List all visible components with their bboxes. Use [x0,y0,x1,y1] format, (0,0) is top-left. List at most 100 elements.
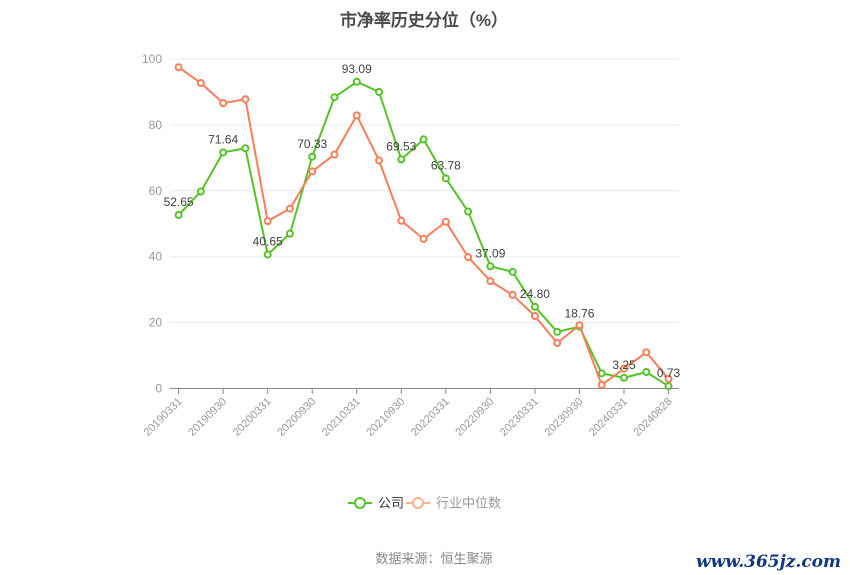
legend-label-industry: 行业中位数 [436,496,501,511]
industry-point [375,156,384,165]
company-point [419,135,428,144]
data-label: 3.25 [612,358,636,372]
company-point [174,211,183,220]
svg-text:20240331: 20240331 [587,396,630,439]
svg-text:20210331: 20210331 [320,396,363,439]
chart-title: 市净率历史分位（%） [340,10,508,30]
company-point [441,174,450,183]
y-axis-label: 0 [155,382,162,396]
svg-text:20230331: 20230331 [498,396,541,439]
svg-text:20190331: 20190331 [142,396,185,439]
company-point [508,267,517,276]
legend: 公司 行业中位数 [348,496,501,511]
company-legend-circle-icon [354,497,366,509]
watermark-link[interactable]: www.365jz.com [696,552,841,572]
data-label: 24.80 [520,287,550,301]
svg-text:20190930: 20190930 [186,396,229,439]
legend-item-industry[interactable]: 行业中位数 [406,496,501,511]
data-label: 93.09 [342,62,372,76]
data-label: 63.78 [431,158,461,172]
industry-point [397,216,406,225]
data-label: 71.64 [208,132,238,146]
company-point [664,382,673,391]
x-axis-label: 20240331 [587,396,630,439]
industry-point [419,234,428,243]
x-axis-label: 20230331 [498,396,541,439]
industry-point [597,380,606,389]
y-axis-label: 80 [149,118,163,132]
data-label: 69.53 [386,139,416,153]
company-point [597,369,606,378]
data-label: 18.76 [564,307,594,321]
company-point [352,77,361,86]
industry-legend-circle-icon [412,497,424,509]
company-point [553,327,562,336]
data-label: 37.09 [475,246,505,260]
svg-text:20220930: 20220930 [453,396,496,439]
legend-item-company[interactable]: 公司 [348,496,404,511]
industry-point [285,204,294,213]
industry-point [530,312,539,321]
industry-point [441,217,450,226]
company-point [620,373,628,382]
industry-point [219,99,228,108]
industry-point [553,339,562,348]
industry-point [308,167,317,176]
data-label: 52.65 [164,195,194,209]
svg-text:20240828: 20240828 [632,396,675,439]
industry-point [263,217,272,226]
x-axis-label: 20190930 [186,396,229,439]
y-axis-label: 40 [149,250,163,264]
company-point [219,148,228,157]
y-axis-label: 20 [149,316,163,330]
data-label: 70.33 [297,137,327,151]
svg-text:20200930: 20200930 [275,396,318,439]
industry-point [575,321,584,330]
company-point [530,302,539,311]
data-label: 40.65 [253,235,283,249]
company-point [642,368,651,377]
company-point [464,207,473,216]
industry-point [664,374,673,383]
industry-point [486,277,495,286]
svg-text:20220331: 20220331 [409,396,452,439]
industry-point [464,253,473,262]
y-axis-label: 60 [149,184,163,198]
industry-point [196,79,205,88]
x-axis-label: 20200930 [275,396,318,439]
x-axis-label: 20210331 [320,396,363,439]
company-point [285,229,294,238]
svg-text:20230930: 20230930 [542,396,585,439]
company-point [308,152,317,161]
y-axis-label: 100 [142,52,162,66]
company-point [397,155,406,164]
industry-point [620,364,628,373]
svg-text:20210930: 20210930 [364,396,407,439]
x-axis-label: 20200331 [231,396,274,439]
legend-label-company: 公司 [378,496,404,511]
industry-point [352,111,361,120]
company-point [330,93,339,102]
x-axis-label: 20210930 [364,396,407,439]
industry-point [330,150,339,159]
industry-point [508,290,517,299]
company-point [196,187,205,196]
data-label: 0.73 [657,366,681,380]
company-point [375,87,384,96]
industry-point [174,63,183,72]
data-source-text: 数据来源：恒生聚源 [375,551,492,566]
svg-text:20200331: 20200331 [231,396,274,439]
company-point [486,262,495,271]
x-axis-label: 20220930 [453,396,496,439]
x-axis-label: 20190331 [142,396,185,439]
x-axis-label: 20240828 [632,396,675,439]
industry-point [642,348,651,357]
industry-line [177,66,670,386]
x-axis-label: 20220331 [409,396,452,439]
company-point [263,250,272,259]
company-point [241,144,250,153]
x-axis-label: 20230930 [542,396,585,439]
industry-point [241,95,250,104]
